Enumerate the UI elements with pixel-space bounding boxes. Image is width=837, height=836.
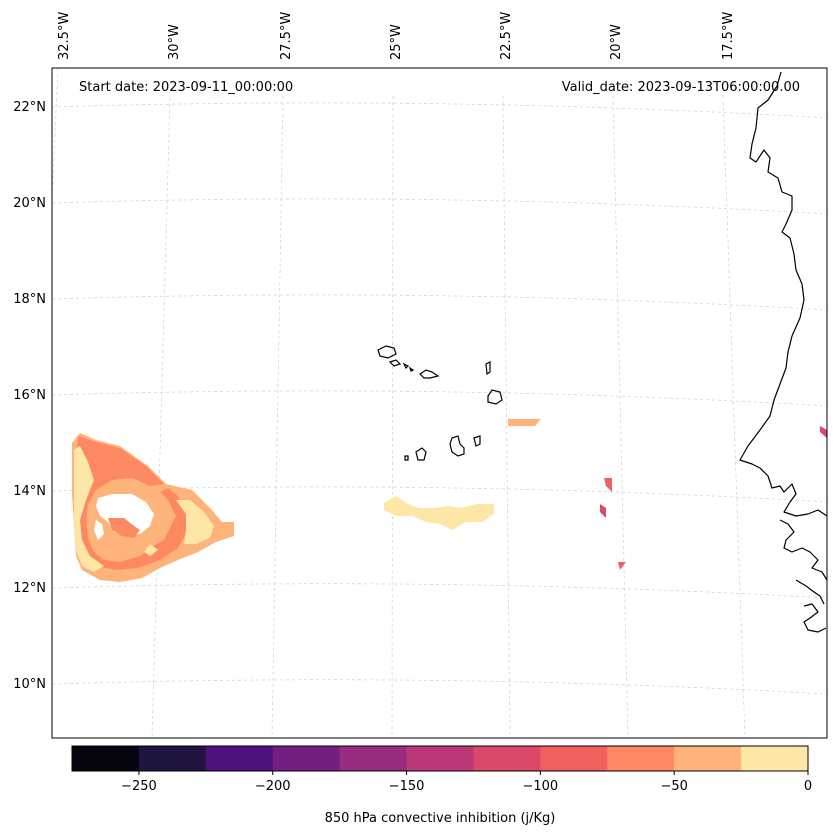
inhibition-zone-west — [72, 433, 234, 582]
inhibition-patch-north — [508, 419, 541, 426]
map-area — [52, 68, 827, 738]
inhibition-patches-east — [600, 426, 827, 570]
colorbar-swatches — [72, 746, 809, 771]
map-frame — [51, 67, 828, 739]
colorbar-frame — [71, 745, 809, 772]
colorbar-swatch — [741, 746, 809, 771]
colorbar-swatch — [540, 746, 608, 771]
inhibition-band-central — [384, 496, 494, 530]
start-date-label: Start date: 2023-09-11_00:00:00 — [79, 80, 293, 95]
latitude-labels: 22°N 20°N 18°N 16°N 14°N 12°N 10°N — [13, 100, 46, 692]
longitude-labels: 32.5°W 30°W 27.5°W 25°W 22.5°W 20°W 17.5… — [57, 12, 736, 60]
africa-coastline — [739, 71, 828, 633]
colorbar-tick-label: −200 — [255, 779, 291, 794]
colorbar: −250 −200 −150 −100 −50 0 850 hPa convective … — [71, 745, 812, 826]
colorbar-label: 850 hPa convective inhibition (j/Kg) — [325, 811, 556, 826]
colorbar-ticks: −250 −200 −150 −100 −50 0 — [121, 771, 812, 794]
colorbar-swatch — [205, 746, 274, 771]
colorbar-tick-label: −100 — [523, 779, 559, 794]
colorbar-swatch — [473, 746, 541, 771]
colorbar-swatch — [607, 746, 675, 771]
colorbar-swatch — [138, 746, 207, 771]
lon-label: 22.5°W — [499, 12, 514, 60]
lat-label: 20°N — [13, 196, 46, 211]
lat-label: 18°N — [13, 292, 46, 307]
lat-label: 10°N — [13, 677, 46, 692]
colorbar-swatch — [406, 746, 474, 771]
colorbar-swatch — [72, 746, 140, 771]
lon-label: 27.5°W — [279, 12, 294, 60]
colorbar-swatch — [674, 746, 742, 771]
lon-label: 20°W — [609, 24, 624, 60]
cabo-verde-islands — [377, 345, 503, 461]
lat-label: 14°N — [13, 484, 46, 499]
colorbar-tick-label: −150 — [389, 779, 425, 794]
colorbar-swatch — [339, 746, 408, 771]
lon-label: 30°W — [167, 24, 182, 60]
lon-label: 25°W — [389, 24, 404, 60]
lon-label: 17.5°W — [721, 12, 736, 60]
lon-label: 32.5°W — [57, 12, 72, 60]
lat-label: 16°N — [13, 388, 46, 403]
colorbar-tick-label: 0 — [804, 779, 812, 794]
valid-date-label: Valid_date: 2023-09-13T06:00:00.00 — [562, 80, 800, 95]
colorbar-swatch — [272, 746, 341, 771]
colorbar-tick-label: −50 — [660, 779, 687, 794]
colorbar-tick-label: −250 — [121, 779, 157, 794]
lat-label: 22°N — [13, 100, 46, 115]
lat-label: 12°N — [13, 581, 46, 596]
